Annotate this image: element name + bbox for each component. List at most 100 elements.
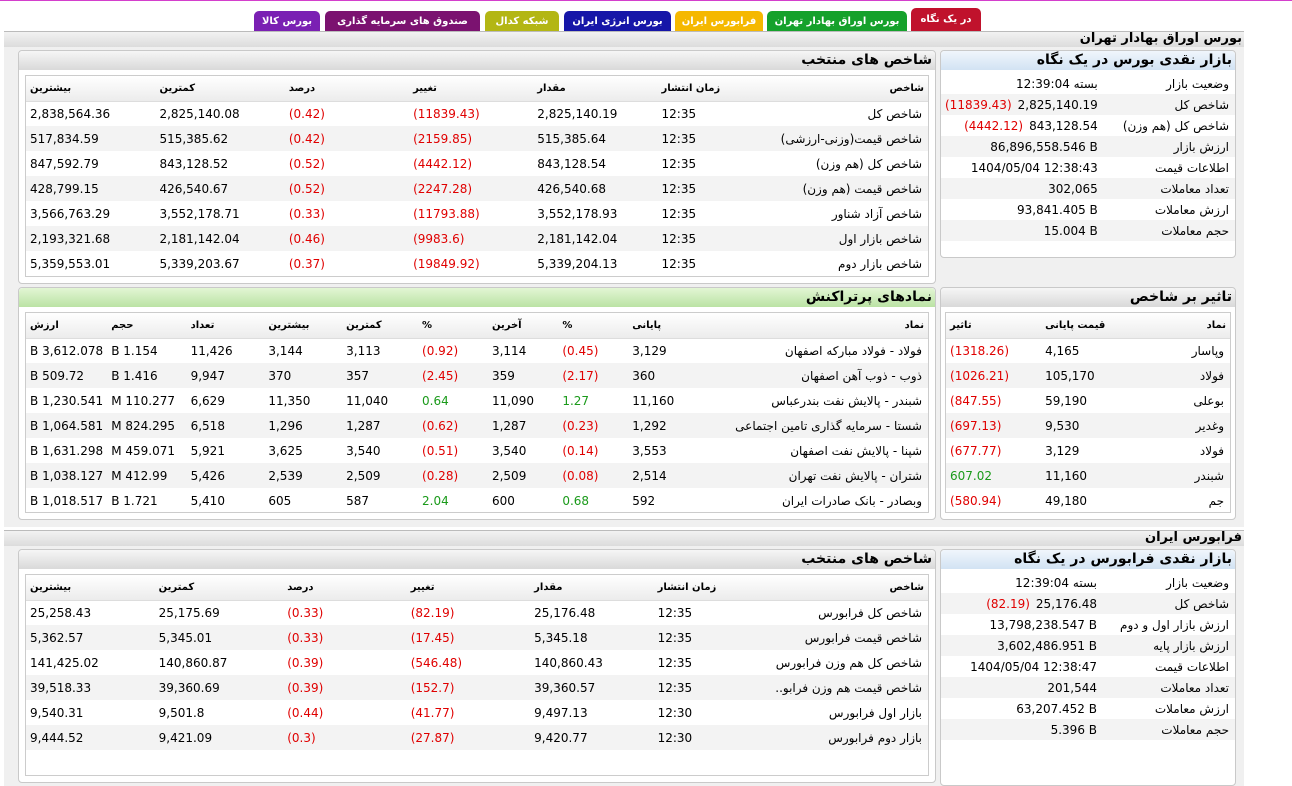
column-header[interactable]: شاخص [771, 76, 928, 102]
glance-row: شاخص کل (هم وزن) (4442.12) 843,128.54 [941, 115, 1235, 136]
glance-value: (4442.12) 843,128.54 [941, 115, 1102, 136]
column-header[interactable]: نماد [1135, 313, 1230, 339]
cell: 2.04 [422, 493, 449, 508]
cell: 3,553 [632, 443, 667, 458]
table-row[interactable]: شاخص آزاد شناور 12:35 3,552,178.93 (11793.8… [26, 201, 928, 226]
column-header[interactable]: درصد [283, 575, 407, 601]
cell: 3,113 [346, 343, 381, 358]
cell: 12:35 [661, 206, 697, 221]
column-header[interactable]: مقدار [530, 575, 654, 601]
glance-value-text: 86,896,558.546 B [990, 139, 1098, 154]
glance-label: ارزش معاملات [1154, 202, 1229, 217]
column-header[interactable]: نماد [698, 313, 928, 339]
glance-label: وضعیت بازار [1166, 76, 1229, 91]
table-row[interactable]: وبصادر - بانک صادرات ایران 592 0.68 600 2.04… [26, 488, 928, 513]
table-row[interactable]: شتران - پالایش نفت تهران 2,514 (0.08) 2,509… [26, 463, 928, 488]
column-header[interactable]: بیشترین [264, 313, 343, 339]
cell: 1.154 B [111, 343, 158, 358]
row-name: شاخص قیمت(وزنی-ارزشی) [771, 126, 928, 151]
tse-glance-panel: بازار نقدی بورس در یک نگاه وضعیت بازار بس… [940, 50, 1236, 258]
tse-active-title: نمادهای پرتراکنش [19, 288, 935, 307]
column-header[interactable]: بیشترین [26, 76, 156, 102]
table-row[interactable]: شاخص قیمت (هم وزن) 12:35 426,540.68 (2247.2… [26, 176, 928, 201]
column-header[interactable]: پایانی [628, 313, 699, 339]
tab-tehran-stock-exchange[interactable]: بورس اوراق بهادار تهران [767, 11, 907, 33]
column-header[interactable]: مقدار [533, 76, 658, 102]
column-header[interactable]: کمترین [342, 313, 419, 339]
cell: 607.02 [946, 463, 1042, 488]
cell: (0.23) [558, 413, 629, 438]
table-row[interactable]: شاخص قیمت فرابورس 12:35 5,345.18 (17.45) (0.… [26, 625, 928, 650]
table-row[interactable]: بازار اول فرابورس 12:30 9,497.13 (41.77) (0.… [26, 700, 928, 725]
tse-influence-panel: تاثیر بر شاخص نماد قیمت پایانی تاثیر وپاسار… [940, 287, 1236, 520]
cell: (152.7) [406, 675, 531, 700]
table-row[interactable]: شستا - سرمایه گذاری تامین اجتماعی 1,292 (0… [26, 413, 928, 438]
column-header[interactable]: % [558, 313, 629, 339]
column-header[interactable]: بیشترین [26, 575, 155, 601]
row-name: شستا - سرمایه گذاری تامین اجتماعی [698, 413, 928, 438]
column-header[interactable]: زمان انتشار [653, 575, 767, 601]
column-header[interactable]: درصد [284, 76, 410, 102]
cell: (0.52) [288, 156, 325, 171]
column-header[interactable]: % [418, 313, 488, 339]
column-header[interactable]: کمترین [155, 76, 285, 102]
table-row[interactable]: فولاد - فولاد مبارکه اصفهان 3,129 (0.45) 3,… [26, 338, 928, 363]
column-header[interactable]: آخرین [487, 313, 559, 339]
table-row[interactable]: شاخص بازار دوم 12:35 5,339,204.13 (19849.92… [26, 251, 928, 276]
column-header[interactable]: حجم [107, 313, 187, 339]
column-header[interactable]: شاخص [766, 575, 928, 601]
tab-codal[interactable]: شبکه کدال [485, 11, 559, 33]
glance-value: 3,602,486.951 B [941, 635, 1101, 656]
glance-value: 86,896,558.546 B [941, 136, 1102, 157]
column-header[interactable]: کمترین [154, 575, 284, 601]
cell: 426,540.68 [533, 176, 658, 201]
table-row[interactable]: جم 49,180 (580.94) [946, 488, 1230, 513]
table-row[interactable]: شاخص قیمت(وزنی-ارزشی) 12:35 515,385.64 (215… [26, 126, 928, 151]
table-row[interactable]: شاخص بازار اول 12:35 2,181,142.04 (9983.6)(… [26, 226, 928, 251]
table-row[interactable]: شاخص کل فرابورس 12:35 25,176.48 (82.19) (0.3… [26, 600, 928, 625]
row-name: شبندر - پالایش نفت بندرعباس [771, 393, 922, 408]
cell: 12:35 [653, 625, 767, 650]
tab-ifb[interactable]: فرابورس ایران [675, 11, 763, 33]
table-row[interactable]: شبندر 11,160 607.02 [946, 463, 1230, 488]
tse-indices-panel: شاخص های منتخب شاخص زمان انتشار مقدار تغییر… [18, 50, 936, 284]
tab-funds[interactable]: صندوق های سرمایه گذاری [325, 11, 480, 33]
cell: 105,170 [1041, 363, 1136, 388]
row-name: جم [1208, 493, 1224, 508]
glance-row: وضعیت بازار بسته 12:39:04 [941, 572, 1235, 593]
table-row[interactable]: شاخص کل هم وزن فرابورس 12:35 140,860.43 (54… [26, 650, 928, 675]
column-header[interactable]: زمان انتشار [657, 76, 772, 102]
table-row[interactable]: شبندر - پالایش نفت بندرعباس 11,160 1.27 11,… [26, 388, 928, 413]
row-name: ذوب - ذوب آهن اصفهان [698, 363, 928, 388]
cell: 1,287 [342, 413, 419, 438]
column-header[interactable]: قیمت پایانی [1041, 313, 1136, 339]
table-row[interactable]: شاخص کل 12:35 2,825,140.19 (11839.43) (0.42)… [26, 101, 928, 126]
table-row[interactable]: شاخص کل (هم وزن) 12:35 843,128.54 (4442.12)… [26, 151, 928, 176]
column-header[interactable]: تعداد [186, 313, 265, 339]
tab-commodity-exchange[interactable]: بورس کالا [254, 11, 320, 33]
tab-at-a-glance[interactable]: در یک نگاه [911, 8, 981, 33]
table-row[interactable]: بوعلی 59,190 (847.55) [946, 388, 1230, 413]
row-name: فولاد [1135, 363, 1230, 388]
column-header[interactable]: تاثیر [946, 313, 1042, 339]
table-row[interactable]: فولاد 105,170 (1026.21) [946, 363, 1230, 388]
cell: (580.94) [950, 493, 1002, 508]
table-row[interactable]: فولاد 3,129 (677.77) [946, 438, 1230, 463]
table-row[interactable]: بازار دوم فرابورس 12:30 9,420.77 (27.87) (0.… [26, 725, 928, 750]
cell: (0.39) [283, 675, 407, 700]
column-header[interactable]: ارزش [26, 313, 108, 339]
table-row[interactable]: وغدیر 9,530 (697.13) [946, 413, 1230, 438]
row-name: وبصادر - بانک صادرات ایران [781, 493, 922, 508]
tab-energy-exchange[interactable]: بورس انرژی ایران [564, 11, 671, 33]
cell: (19849.92) [413, 256, 480, 271]
column-header[interactable]: تغییر [409, 76, 534, 102]
table-row[interactable]: وپاسار 4,165 (1318.26) [946, 338, 1230, 363]
cell: 843,128.52 [159, 156, 229, 171]
table-row[interactable]: شپنا - پالایش نفت اصفهان 3,553 (0.14) 3,540… [26, 438, 928, 463]
cell: 12:35 [657, 176, 772, 201]
table-row[interactable]: شاخص قیمت هم وزن فرابو.. 12:35 39,360.57 (1… [26, 675, 928, 700]
column-header[interactable]: تغییر [406, 575, 531, 601]
glance-row: شاخص کل (82.19) 25,176.48 [941, 593, 1235, 614]
row-name: شاخص بازار دوم [838, 256, 922, 271]
table-row[interactable]: ذوب - ذوب آهن اصفهان 360 (2.17) 359 (2.45) 35… [26, 363, 928, 388]
